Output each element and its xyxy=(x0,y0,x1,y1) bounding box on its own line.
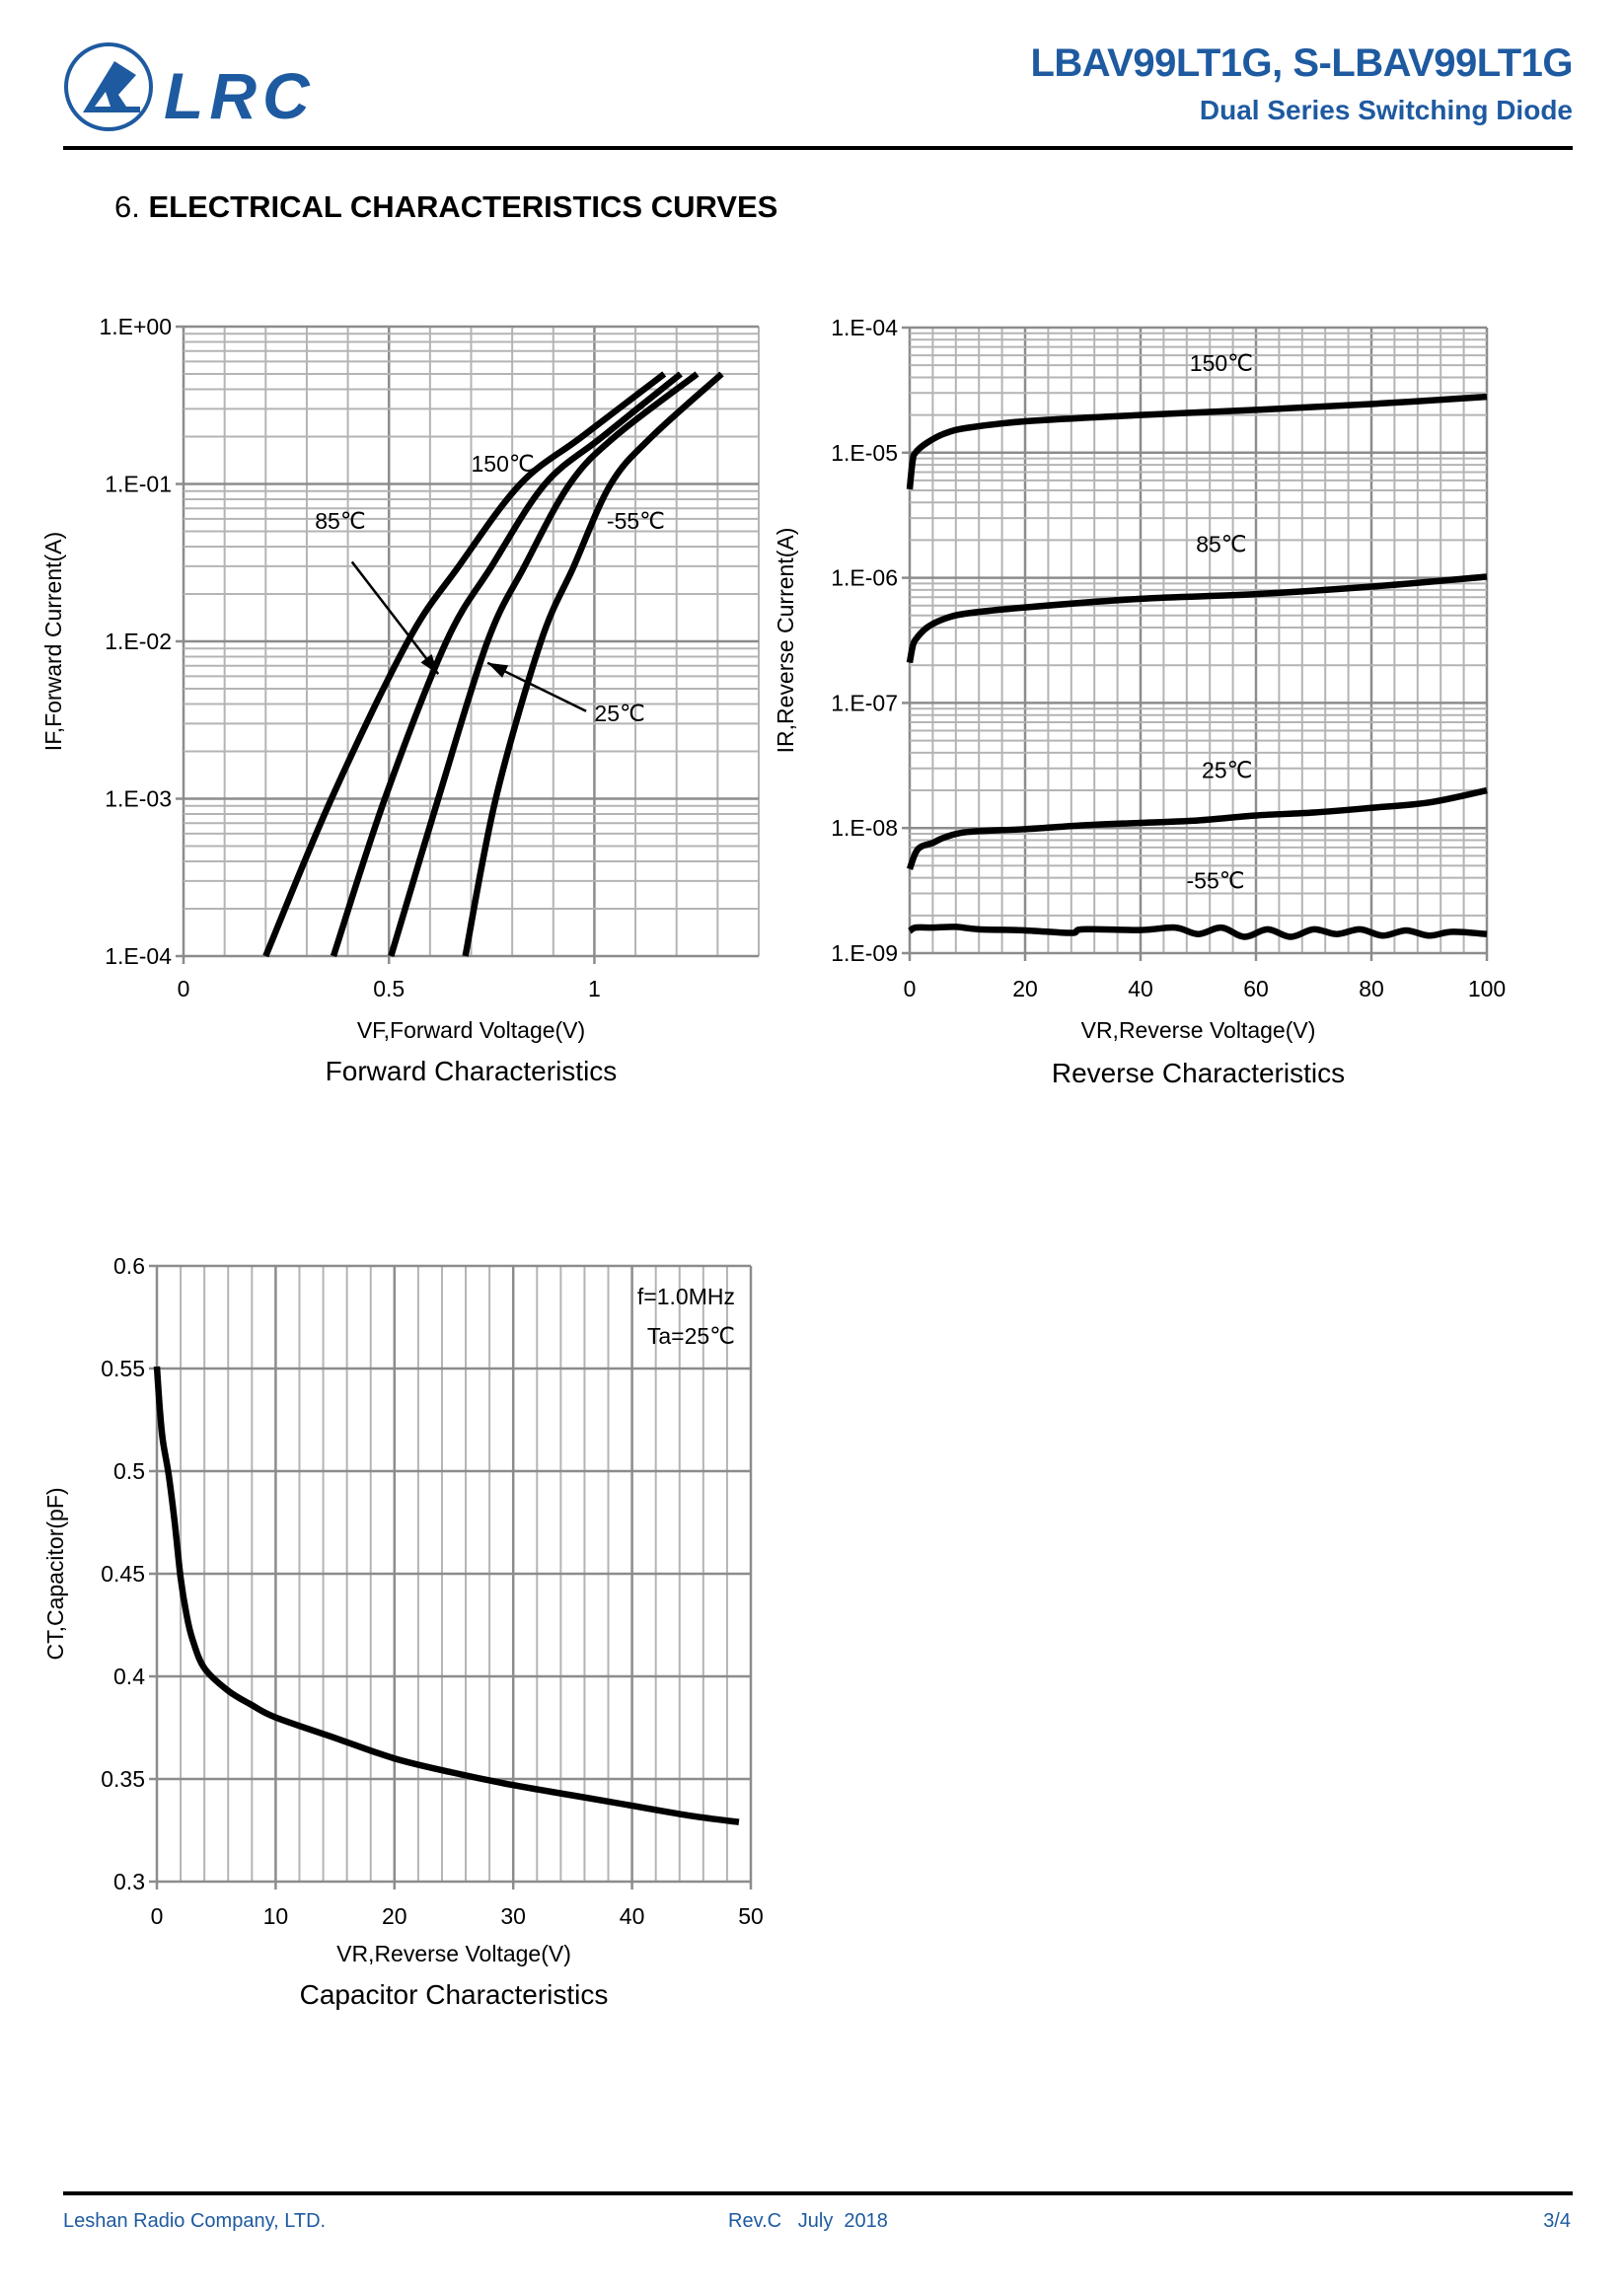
series-line-25 xyxy=(906,786,1488,870)
series-line-25 xyxy=(388,371,700,957)
arrowhead-icon xyxy=(487,662,509,678)
section-heading: 6. ELECTRICAL CHARACTERISTICS CURVES xyxy=(114,189,777,225)
y-tick-label: 1.E-03 xyxy=(105,786,172,812)
reverse-characteristics-chart: 0 20 40 60 80 100 1.E-04 1.E-05 1.E-06 1.E-07 1.E-… xyxy=(773,315,1506,1088)
x-tick-label: 0 xyxy=(178,976,190,1001)
x-tick-label: 10 xyxy=(263,1903,289,1929)
y-tick-label: 1.E-05 xyxy=(831,440,898,466)
capacitor-curves xyxy=(153,1366,740,1825)
y-tick-label: 0.6 xyxy=(113,1253,145,1279)
capacitor-tick-labels: 0 10 20 30 40 50 0.6 0.55 0.5 0.45 0.4 0.35 0.3 xyxy=(101,1253,764,1929)
x-tick-label: 20 xyxy=(1012,976,1038,1001)
footer-page-number: 3/4 xyxy=(1543,2210,1571,2232)
reverse-y-axis-label: IR,Reverse Current(A) xyxy=(773,528,798,754)
x-tick-label: 20 xyxy=(382,1903,407,1929)
y-tick-label: 0.55 xyxy=(101,1356,145,1381)
series-line-150 xyxy=(906,393,1488,490)
series-line--55 xyxy=(462,371,724,957)
pointer-arrow-line xyxy=(350,560,440,675)
forward-characteristics-chart: 0 0.5 1 1.E+00 1.E-01 1.E-02 1.E-03 1.E-04 150℃… xyxy=(40,314,760,1086)
series-line-85 xyxy=(906,573,1488,664)
capacitor-y-axis-label: CT,Capacitor(pF) xyxy=(42,1487,68,1660)
y-tick-label: 0.35 xyxy=(101,1766,145,1792)
x-tick-label: 0.5 xyxy=(373,976,405,1001)
document-subtitle: Dual Series Switching Diode xyxy=(1199,95,1573,125)
reverse-chart-title: Reverse Characteristics xyxy=(1052,1058,1345,1088)
x-tick-label: 80 xyxy=(1359,976,1384,1001)
y-tick-label: 1.E-07 xyxy=(831,690,898,715)
x-tick-label: 60 xyxy=(1243,976,1269,1001)
header-divider xyxy=(63,146,1573,150)
y-tick-label: 1.E-08 xyxy=(831,815,898,841)
y-tick-label: 1.E-09 xyxy=(831,940,898,966)
reverse-tick-labels: 0 20 40 60 80 100 1.E-04 1.E-05 1.E-06 1.E-07 1.E-… xyxy=(831,315,1506,1001)
y-tick-label: 0.3 xyxy=(113,1869,145,1894)
forward-tick-labels: 0 0.5 1 1.E+00 1.E-01 1.E-02 1.E-03 1.E-04 xyxy=(99,314,600,1001)
y-tick-label: 1.E+00 xyxy=(99,314,172,339)
temperature-label: -55℃ xyxy=(607,508,665,534)
logo-emblem-icon xyxy=(83,61,140,112)
y-tick-label: 0.4 xyxy=(113,1664,145,1689)
temperature-label: 25℃ xyxy=(1202,758,1252,783)
x-tick-label: 0 xyxy=(904,976,917,1001)
capacitor-annotations: f=1.0MHz Ta=25℃ xyxy=(637,1284,735,1349)
x-tick-label: 40 xyxy=(620,1903,645,1929)
capacitor-chart-title: Capacitor Characteristics xyxy=(300,1979,609,2010)
reverse-annotations: 150℃ 85℃ 25℃ -55℃ xyxy=(1187,350,1253,893)
footer-divider xyxy=(63,2191,1573,2195)
y-tick-label: 1.E-04 xyxy=(831,315,898,340)
reverse-curves xyxy=(906,393,1488,940)
x-tick-label: 0 xyxy=(151,1903,164,1929)
y-tick-label: 1.E-04 xyxy=(105,943,172,969)
capacitor-x-axis-label: VR,Reverse Voltage(V) xyxy=(336,1941,571,1966)
temperature-label: 150℃ xyxy=(472,451,535,477)
section-title: ELECTRICAL CHARACTERISTICS CURVES xyxy=(148,189,778,224)
forward-annotations: 150℃ 85℃ -55℃ 25℃ xyxy=(315,451,665,726)
forward-chart-title: Forward Characteristics xyxy=(326,1056,618,1086)
y-tick-label: 0.45 xyxy=(101,1561,145,1587)
section-number: 6. xyxy=(114,189,140,224)
x-tick-label: 1 xyxy=(588,976,601,1001)
capacitor-characteristics-chart: 0 10 20 30 40 50 0.6 0.55 0.5 0.45 0.4 0.35 0.3 f=1.… xyxy=(42,1253,764,2010)
logo-text: LRC xyxy=(164,59,316,132)
series-line-150 xyxy=(262,371,667,958)
forward-curves xyxy=(262,371,724,958)
x-tick-label: 40 xyxy=(1128,976,1153,1001)
temperature-label: -55℃ xyxy=(1187,867,1245,893)
arrowhead-icon xyxy=(420,653,439,675)
y-tick-label: 1.E-01 xyxy=(105,472,172,497)
footer-company: Leshan Radio Company, LTD. xyxy=(63,2210,327,2232)
x-tick-label: 50 xyxy=(738,1903,764,1929)
footer-revision: Rev.C July 2018 xyxy=(728,2210,888,2232)
temperature-label: 85℃ xyxy=(315,508,365,534)
series-line-Ta25 xyxy=(153,1366,740,1825)
condition-annotation: f=1.0MHz xyxy=(637,1284,735,1309)
temperature-label: 150℃ xyxy=(1190,350,1253,376)
lrc-logo: LRC xyxy=(64,42,316,132)
y-tick-label: 1.E-06 xyxy=(831,565,898,591)
capacitor-grid xyxy=(149,1264,753,1889)
logo-circle xyxy=(64,42,153,131)
reverse-x-axis-label: VR,Reverse Voltage(V) xyxy=(1081,1017,1316,1043)
condition-annotation: Ta=25℃ xyxy=(647,1323,735,1349)
series-line--55 xyxy=(907,924,1488,940)
temperature-label: 25℃ xyxy=(594,701,644,726)
document-title: LBAV99LT1G, S-LBAV99LT1G xyxy=(1030,41,1573,85)
x-tick-label: 100 xyxy=(1468,976,1506,1001)
temperature-label: 85℃ xyxy=(1196,532,1246,557)
y-tick-label: 1.E-02 xyxy=(105,629,172,654)
x-tick-label: 30 xyxy=(500,1903,526,1929)
y-tick-label: 0.5 xyxy=(113,1458,145,1484)
forward-x-axis-label: VF,Forward Voltage(V) xyxy=(357,1017,585,1043)
series-line-85 xyxy=(330,371,683,958)
forward-y-axis-label: IF,Forward Current(A) xyxy=(40,532,66,751)
